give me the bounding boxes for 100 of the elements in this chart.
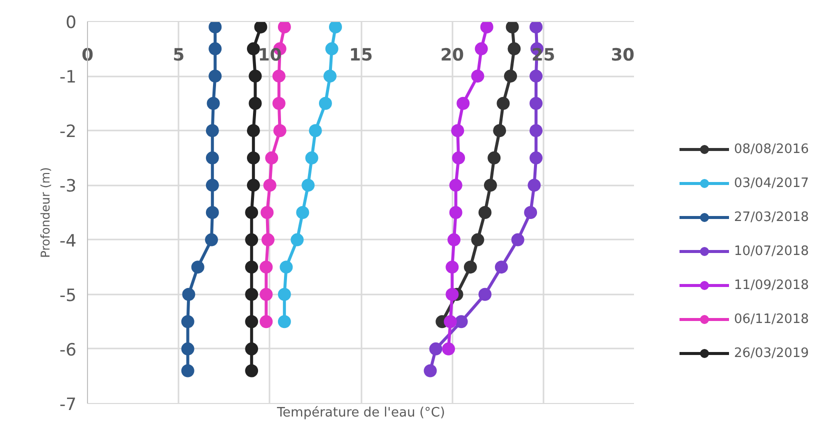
point [248, 70, 262, 83]
point [290, 233, 304, 246]
point [478, 288, 492, 301]
point [496, 96, 510, 110]
legend-label: 27/03/2018 [734, 210, 809, 224]
point [181, 364, 194, 378]
y-tick-label: -4 [60, 231, 77, 252]
point [262, 233, 275, 246]
point [308, 124, 322, 138]
point [451, 124, 464, 138]
point [246, 151, 260, 164]
point [530, 22, 543, 34]
point [471, 233, 484, 246]
point [530, 124, 543, 138]
point [296, 206, 310, 219]
point [246, 124, 260, 138]
point [248, 96, 262, 110]
point [206, 151, 219, 164]
point [530, 70, 543, 83]
point [245, 342, 258, 356]
point [208, 42, 222, 56]
point [471, 70, 484, 83]
point [494, 260, 508, 274]
point [324, 70, 337, 83]
point [206, 96, 220, 110]
point [280, 260, 293, 274]
point [446, 288, 459, 301]
point [260, 315, 273, 328]
point [524, 206, 538, 219]
point [429, 342, 442, 356]
point [265, 151, 278, 164]
point [318, 96, 332, 110]
legend-label: 06/11/2018 [734, 312, 809, 326]
point [181, 342, 194, 356]
point [454, 315, 468, 328]
point [278, 288, 291, 301]
point [508, 42, 521, 56]
point [449, 178, 462, 192]
point [245, 260, 258, 274]
point [260, 206, 274, 219]
y-tick-label: -5 [60, 286, 77, 306]
point [181, 315, 194, 328]
x-tick-label: 5 [172, 46, 185, 66]
point [530, 151, 543, 164]
x-tick-label: 15 [349, 46, 373, 66]
point [204, 233, 218, 246]
point [208, 22, 222, 34]
point [493, 124, 506, 138]
point [444, 315, 457, 328]
point [245, 364, 258, 378]
point [245, 206, 258, 219]
point [478, 206, 492, 219]
legend-label: 26/03/2019 [734, 346, 809, 360]
point [254, 22, 268, 34]
y-tick-label: -6 [60, 340, 77, 360]
point [506, 22, 519, 34]
point [191, 260, 204, 274]
point [447, 233, 460, 246]
point [528, 178, 541, 192]
point [474, 42, 488, 56]
point [305, 151, 318, 164]
point [245, 233, 258, 246]
y-tick-label: -2 [60, 122, 77, 142]
y-axis-title: Profondeur (m) [38, 167, 53, 258]
x-tick-label: 30 [610, 46, 635, 66]
point [246, 42, 260, 56]
point [182, 288, 196, 301]
y-tick-label: -7 [60, 395, 77, 415]
y-tick-label: -3 [60, 176, 77, 197]
point [449, 206, 462, 219]
legend-label: 08/08/2016 [734, 142, 809, 156]
point [511, 233, 524, 246]
legend-label: 11/09/2018 [734, 278, 809, 292]
point [245, 315, 258, 328]
point [456, 96, 470, 110]
legend-label: 10/07/2018 [734, 244, 809, 258]
point [446, 260, 459, 274]
point [442, 342, 456, 356]
point [273, 124, 286, 138]
point [206, 206, 219, 219]
point [484, 178, 497, 192]
y-tick-label: 0 [66, 13, 77, 33]
point [206, 178, 219, 192]
point [245, 288, 258, 301]
point [504, 70, 518, 83]
legend-label: 03/04/2017 [734, 176, 809, 190]
point [246, 178, 260, 192]
x-axis-title: Température de l'eau (°C) [276, 406, 446, 420]
y-tick-label: -1 [60, 68, 77, 88]
point [488, 151, 501, 164]
point [328, 22, 342, 34]
point [260, 260, 273, 274]
x-tick-label: 20 [440, 46, 464, 66]
point [325, 42, 338, 56]
point [530, 96, 543, 110]
point [208, 70, 222, 83]
point [260, 288, 273, 301]
point [263, 178, 276, 192]
point [302, 178, 315, 192]
point [480, 22, 494, 34]
